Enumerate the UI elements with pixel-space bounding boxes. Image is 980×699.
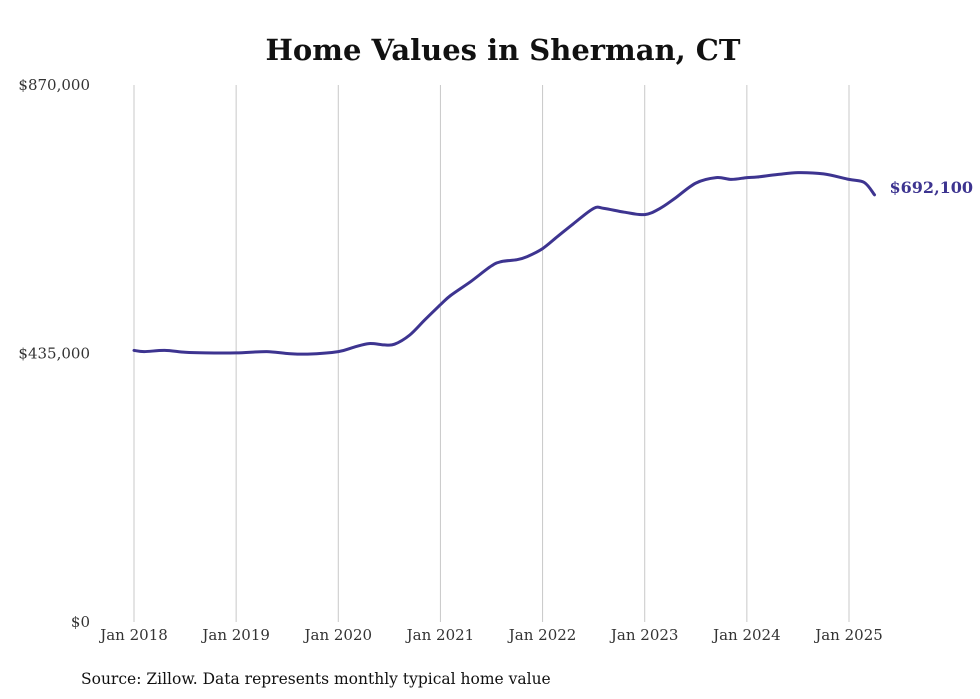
x-tick-label-4: Jan 2022 [507,626,577,644]
y-tick-label-0: $0 [71,613,90,631]
x-tick-label-2: Jan 2020 [303,626,373,644]
end-value-label: $692,100 [890,178,974,197]
x-tick-label-3: Jan 2021 [405,626,475,644]
chart-title: Home Values in Sherman, CT [266,33,741,67]
grid-lines [133,85,850,622]
x-tick-label-1: Jan 2019 [200,626,270,644]
y-tick-label-1: $435,000 [18,345,90,363]
y-tick-label-2: $870,000 [18,76,90,94]
home-value-line [132,171,876,356]
y-axis-ticks: $0 $435,000 $870,000 [18,76,90,631]
x-axis-ticks: Jan 2018 Jan 2019 Jan 2020 Jan 2021 Jan 2022… [98,626,883,644]
x-tick-label-0: Jan 2018 [98,626,168,644]
x-tick-label-6: Jan 2024 [711,626,781,644]
x-tick-label-7: Jan 2025 [813,626,883,644]
x-tick-label-5: Jan 2023 [609,626,679,644]
source-note: Source: Zillow. Data represents monthly … [81,670,551,688]
